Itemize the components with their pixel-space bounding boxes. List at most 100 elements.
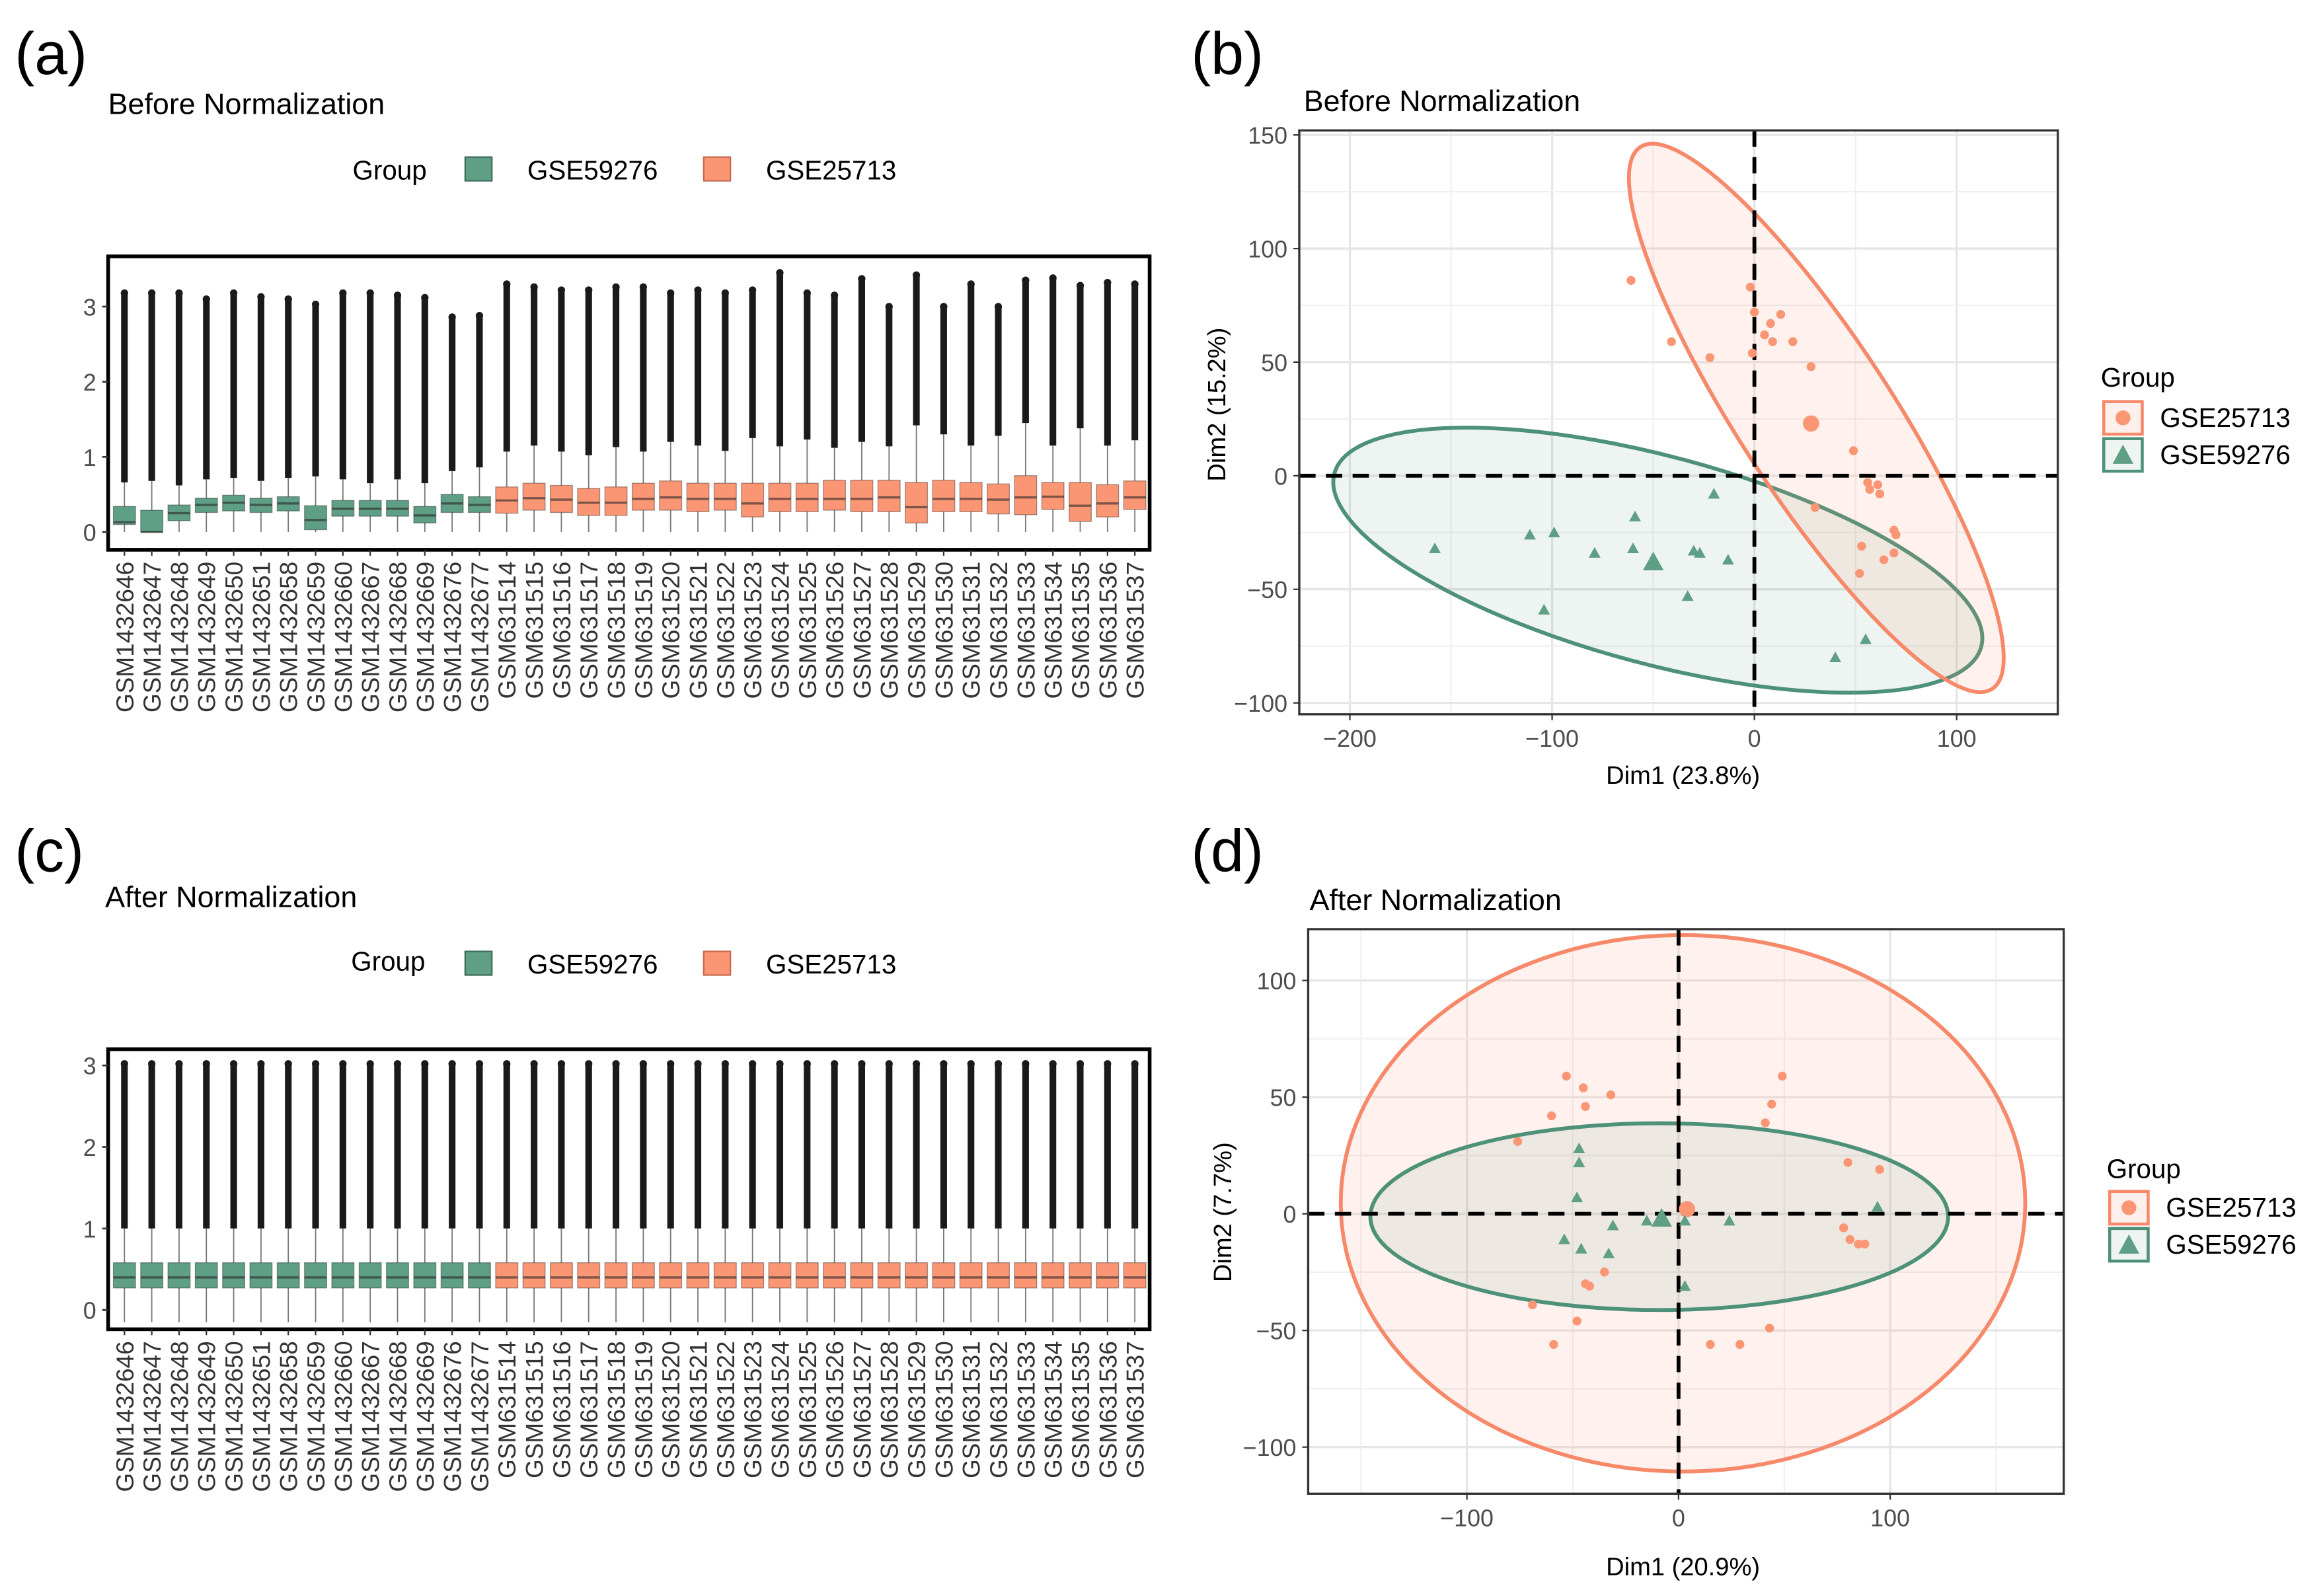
data-point <box>1600 1268 1609 1277</box>
data-point <box>1778 1071 1787 1081</box>
max-outlier <box>1076 282 1085 289</box>
max-outlier <box>311 1060 320 1068</box>
panel-b-title: Before Normalization <box>1304 84 1581 118</box>
x-tick-label: GSM631519 <box>630 562 658 699</box>
x-tick-label: GSM631515 <box>521 562 549 699</box>
data-point <box>1860 1239 1870 1249</box>
box <box>222 1262 246 1289</box>
x-tick-label: 0 <box>1748 726 1761 752</box>
data-point <box>1606 1090 1616 1100</box>
max-outlier <box>667 1060 675 1068</box>
data-point <box>1761 1118 1770 1127</box>
box-GSM631532 <box>987 303 1010 532</box>
data-point <box>1546 1111 1556 1121</box>
box-GSM631524 <box>768 269 792 532</box>
box-GSM631527 <box>850 275 874 532</box>
data-point <box>1871 1201 1884 1212</box>
panel-c-legend: Group GSE59276 GSE25713 <box>351 946 896 979</box>
x-tick-label: GSM1432647 <box>139 562 166 712</box>
y-tick-label: 0 <box>1274 463 1287 490</box>
box <box>877 1262 901 1289</box>
data-point <box>1705 353 1715 362</box>
x-tick-label: −100 <box>1525 726 1579 752</box>
data-point <box>1875 489 1885 499</box>
max-outlier <box>1022 276 1030 284</box>
x-tick-label: GSM631525 <box>794 1341 821 1478</box>
x-tick-label: GSM631518 <box>603 562 630 699</box>
x-tick-label: GSM631533 <box>1012 562 1040 699</box>
x-tick-label: GSM1432677 <box>467 562 494 712</box>
data-point <box>1776 310 1786 319</box>
box-GSM1432676 <box>440 313 464 532</box>
max-outlier <box>1131 280 1139 288</box>
box-GSM631536 <box>1096 278 1120 532</box>
box <box>959 482 983 512</box>
box <box>1069 1262 1092 1289</box>
plot-frame <box>1307 928 2065 1495</box>
x-tick-label: GSM1432667 <box>358 1341 385 1492</box>
max-outlier <box>967 280 975 288</box>
data-point <box>1747 348 1757 358</box>
max-outlier <box>257 1060 265 1068</box>
x-tick-label: GSM631526 <box>821 562 849 699</box>
data-point <box>1679 1215 1691 1226</box>
data-point <box>1806 362 1816 371</box>
max-outlier <box>831 291 839 299</box>
data-point <box>1523 529 1536 540</box>
max-outlier <box>421 293 429 301</box>
y-tick-label: 150 <box>1248 123 1287 149</box>
data-point <box>1603 1247 1615 1258</box>
x-tick-label: GSM1432669 <box>412 562 439 712</box>
box-GSM631525 <box>795 289 819 532</box>
box-GSM631521 <box>686 1060 710 1322</box>
box-GSM1432668 <box>386 291 409 532</box>
panel-b-pca: −200 −100 0 100 −100 −50 0 50 100 150 <box>1234 123 2059 752</box>
max-outlier <box>994 1060 1003 1068</box>
x-tick-label: GSM631537 <box>1122 1341 1149 1478</box>
max-outlier <box>148 1060 156 1068</box>
max-outlier <box>885 1060 893 1068</box>
box <box>713 1262 737 1289</box>
max-outlier <box>366 289 374 297</box>
x-tick-label: −200 <box>1323 726 1377 752</box>
box-GSM1432668 <box>386 1060 409 1322</box>
box <box>823 1262 847 1289</box>
x-tick-label: GSM1432668 <box>385 562 412 712</box>
box-GSM631530 <box>932 1060 956 1322</box>
box <box>932 1262 956 1289</box>
centroid-point <box>1642 551 1664 571</box>
x-tick-label: 100 <box>1870 1505 1910 1532</box>
data-point <box>1538 603 1550 615</box>
box-GSM631518 <box>604 283 628 532</box>
max-outlier <box>940 303 948 311</box>
legend-key-gse59276 <box>464 950 493 976</box>
panel-label-c: (c) <box>15 818 84 884</box>
x-tick-label: GSM1432677 <box>467 1341 494 1492</box>
panel-b-xlabel: Dim1 (23.8%) <box>1606 762 1760 790</box>
y-tick-label: 3 <box>83 294 96 321</box>
box-GSM631514 <box>495 1060 519 1322</box>
box <box>768 482 792 512</box>
box <box>522 1262 546 1289</box>
max-outlier <box>585 286 593 294</box>
box <box>932 479 956 512</box>
box-GSM1432659 <box>304 300 328 532</box>
box <box>959 1262 983 1289</box>
box <box>577 1262 601 1289</box>
legend-label: GSE25713 <box>2160 402 2290 433</box>
box-GSM631535 <box>1069 282 1092 532</box>
box <box>304 1262 328 1289</box>
y-tick-label: 0 <box>1283 1201 1297 1228</box>
box-GSM631520 <box>659 289 683 532</box>
data-point <box>1845 1235 1854 1244</box>
box-GSM631526 <box>823 1060 847 1322</box>
max-outlier <box>803 289 811 297</box>
box <box>850 479 874 512</box>
box-GSM1432650 <box>222 289 246 532</box>
box-GSM631515 <box>522 283 546 532</box>
x-tick-label: GSM631524 <box>767 562 794 699</box>
box-GSM631527 <box>850 1060 874 1322</box>
max-outlier <box>148 289 156 297</box>
max-outlier <box>421 1060 429 1068</box>
box <box>795 482 819 512</box>
